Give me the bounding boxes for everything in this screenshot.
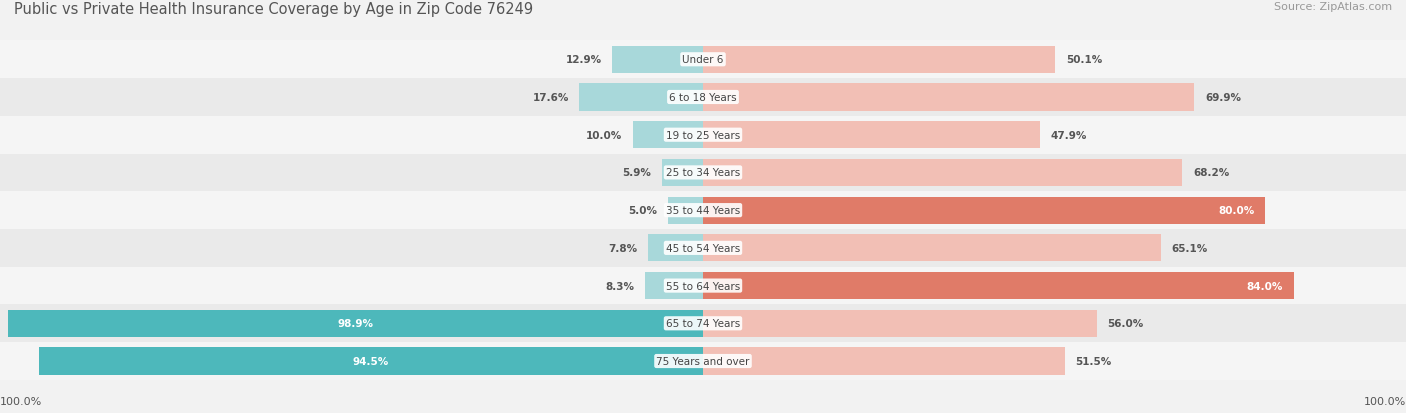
Bar bbox=[613, 47, 703, 74]
Bar bbox=[7, 310, 703, 337]
Text: 50.1%: 50.1% bbox=[1066, 55, 1102, 65]
Text: 94.5%: 94.5% bbox=[353, 356, 389, 366]
Text: 68.2%: 68.2% bbox=[1192, 168, 1229, 178]
Text: 7.8%: 7.8% bbox=[609, 243, 638, 253]
Text: 69.9%: 69.9% bbox=[1205, 93, 1241, 103]
Text: 75 Years and over: 75 Years and over bbox=[657, 356, 749, 366]
Text: 98.9%: 98.9% bbox=[337, 318, 374, 328]
Bar bbox=[703, 47, 1054, 74]
Bar bbox=[648, 235, 703, 262]
Text: 84.0%: 84.0% bbox=[1247, 281, 1282, 291]
Text: 19 to 25 Years: 19 to 25 Years bbox=[666, 131, 740, 140]
Text: 5.0%: 5.0% bbox=[628, 206, 657, 216]
Text: 5.9%: 5.9% bbox=[621, 168, 651, 178]
Text: 35 to 44 Years: 35 to 44 Years bbox=[666, 206, 740, 216]
Text: 65 to 74 Years: 65 to 74 Years bbox=[666, 318, 740, 328]
Text: 80.0%: 80.0% bbox=[1219, 206, 1256, 216]
Text: 55 to 64 Years: 55 to 64 Years bbox=[666, 281, 740, 291]
Text: 47.9%: 47.9% bbox=[1050, 131, 1087, 140]
Bar bbox=[703, 272, 1294, 299]
Text: 17.6%: 17.6% bbox=[533, 93, 568, 103]
Text: 56.0%: 56.0% bbox=[1108, 318, 1143, 328]
Text: 100.0%: 100.0% bbox=[0, 396, 42, 406]
Text: 8.3%: 8.3% bbox=[605, 281, 634, 291]
Bar bbox=[0, 342, 1406, 380]
Bar bbox=[0, 116, 1406, 154]
Text: 10.0%: 10.0% bbox=[586, 131, 621, 140]
Bar bbox=[633, 122, 703, 149]
Text: 100.0%: 100.0% bbox=[1364, 396, 1406, 406]
Text: 65.1%: 65.1% bbox=[1171, 243, 1208, 253]
Bar bbox=[703, 310, 1097, 337]
Text: 45 to 54 Years: 45 to 54 Years bbox=[666, 243, 740, 253]
Bar bbox=[703, 348, 1066, 375]
Bar bbox=[703, 235, 1161, 262]
Text: 51.5%: 51.5% bbox=[1076, 356, 1112, 366]
Text: Under 6: Under 6 bbox=[682, 55, 724, 65]
Text: 6 to 18 Years: 6 to 18 Years bbox=[669, 93, 737, 103]
Bar bbox=[38, 348, 703, 375]
Bar bbox=[0, 267, 1406, 305]
Bar bbox=[703, 159, 1182, 187]
Bar bbox=[703, 122, 1040, 149]
Bar bbox=[0, 41, 1406, 79]
Bar bbox=[668, 197, 703, 224]
Bar bbox=[662, 159, 703, 187]
Bar bbox=[0, 230, 1406, 267]
Bar bbox=[644, 272, 703, 299]
Text: 12.9%: 12.9% bbox=[565, 55, 602, 65]
Bar bbox=[0, 154, 1406, 192]
Text: Source: ZipAtlas.com: Source: ZipAtlas.com bbox=[1274, 2, 1392, 12]
Text: 25 to 34 Years: 25 to 34 Years bbox=[666, 168, 740, 178]
Bar bbox=[0, 192, 1406, 230]
Text: Public vs Private Health Insurance Coverage by Age in Zip Code 76249: Public vs Private Health Insurance Cover… bbox=[14, 2, 533, 17]
Bar bbox=[703, 197, 1265, 224]
Bar bbox=[0, 305, 1406, 342]
Bar bbox=[0, 79, 1406, 116]
Bar bbox=[579, 84, 703, 111]
Bar bbox=[703, 84, 1195, 111]
